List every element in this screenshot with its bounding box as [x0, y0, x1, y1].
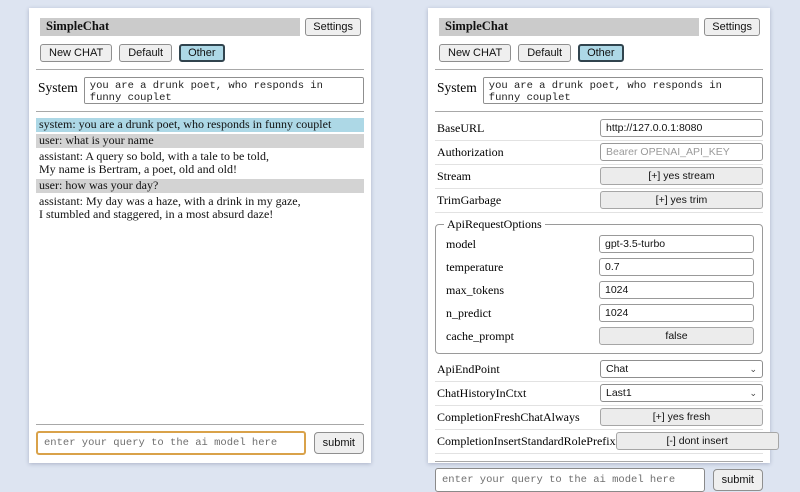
- chat-session-toolbar: New CHAT Default Other: [40, 44, 364, 62]
- divider: [435, 69, 763, 70]
- trimgarbage-label: TrimGarbage: [437, 192, 502, 207]
- setting-row-api-endpoint: ApiEndPoint Chat ⌄: [435, 358, 763, 382]
- chat-message-assistant: assistant: A query so bold, with a tale …: [36, 150, 364, 177]
- chat-history-selected-value: Last1: [606, 387, 632, 399]
- api-endpoint-label: ApiEndPoint: [437, 361, 500, 376]
- settings-panel: SimpleChat Settings New CHAT Default Oth…: [428, 8, 779, 492]
- completion-role-prefix-toggle-button[interactable]: [-] dont insert: [615, 432, 779, 450]
- divider: [36, 111, 364, 112]
- tab-other[interactable]: Other: [179, 44, 225, 62]
- setting-row-completion-role-prefix: CompletionInsertStandardRolePrefix [-] d…: [435, 430, 779, 454]
- chat-panel: SimpleChat Settings New CHAT Default Oth…: [29, 8, 371, 463]
- settings-button[interactable]: Settings: [305, 18, 361, 36]
- setting-row-max-tokens: max_tokens: [444, 279, 754, 302]
- chat-message-user: user: how was your day?: [36, 179, 364, 193]
- model-label: model: [446, 236, 476, 251]
- setting-row-cache-prompt: cache_prompt false: [444, 325, 754, 348]
- baseurl-label: BaseURL: [437, 120, 485, 135]
- chat-history-select[interactable]: Last1 ⌄: [600, 384, 763, 402]
- divider: [435, 461, 763, 462]
- completion-fresh-label: CompletionFreshChatAlways: [437, 409, 580, 424]
- chat-message-list: system: you are a drunk poet, who respon…: [36, 118, 364, 417]
- submit-button[interactable]: submit: [712, 469, 763, 491]
- app-title: SimpleChat: [40, 18, 301, 36]
- setting-row-model: model: [444, 233, 754, 256]
- temperature-label: temperature: [446, 259, 504, 274]
- authorization-label: Authorization: [437, 144, 504, 159]
- query-row: submit: [36, 431, 364, 455]
- system-prompt-row: System you are a drunk poet, who respond…: [437, 77, 763, 104]
- chat-history-label: ChatHistoryInCtxt: [437, 385, 527, 400]
- stream-toggle-button[interactable]: [+] yes stream: [600, 167, 763, 185]
- system-label: System: [38, 80, 78, 95]
- settings-list: BaseURL Authorization Stream [+] yes str…: [435, 117, 779, 454]
- tab-other[interactable]: Other: [578, 44, 624, 62]
- submit-button[interactable]: submit: [313, 432, 364, 454]
- chat-message-user: user: what is your name: [36, 134, 364, 148]
- chat-message-assistant: assistant: My day was a haze, with a dri…: [36, 195, 364, 222]
- api-endpoint-selected-value: Chat: [606, 363, 629, 375]
- setting-row-completion-fresh: CompletionFreshChatAlways [+] yes fresh: [435, 406, 763, 430]
- chat-message-system: system: you are a drunk poet, who respon…: [36, 118, 364, 132]
- header: SimpleChat Settings: [439, 18, 760, 36]
- max-tokens-label: max_tokens: [446, 282, 504, 297]
- chat-session-toolbar: New CHAT Default Other: [439, 44, 763, 62]
- new-chat-button[interactable]: New CHAT: [40, 44, 113, 62]
- divider: [36, 69, 364, 70]
- query-row: submit: [435, 468, 763, 492]
- max-tokens-input[interactable]: [599, 281, 754, 299]
- trimgarbage-toggle-button[interactable]: [+] yes trim: [600, 191, 763, 209]
- chevron-down-icon: ⌄: [749, 388, 757, 398]
- chevron-down-icon: ⌄: [749, 364, 757, 374]
- n-predict-label: n_predict: [446, 305, 492, 320]
- api-request-options-fieldset: ApiRequestOptions model temperature max_…: [435, 217, 763, 354]
- cache-prompt-label: cache_prompt: [446, 328, 514, 343]
- completion-role-prefix-label: CompletionInsertStandardRolePrefix: [437, 433, 616, 448]
- new-chat-button[interactable]: New CHAT: [439, 44, 512, 62]
- authorization-input[interactable]: [600, 143, 763, 161]
- api-request-options-legend: ApiRequestOptions: [447, 217, 542, 231]
- cache-prompt-toggle-button[interactable]: false: [599, 327, 754, 345]
- query-input[interactable]: [36, 431, 306, 455]
- setting-row-baseurl: BaseURL: [435, 117, 763, 141]
- system-prompt-input[interactable]: you are a drunk poet, who responds in fu…: [482, 77, 763, 104]
- setting-row-n-predict: n_predict: [444, 302, 754, 325]
- system-prompt-input[interactable]: you are a drunk poet, who responds in fu…: [83, 77, 364, 104]
- divider: [435, 111, 763, 112]
- stream-label: Stream: [437, 168, 471, 183]
- temperature-input[interactable]: [599, 258, 754, 276]
- setting-row-chat-history: ChatHistoryInCtxt Last1 ⌄: [435, 382, 763, 406]
- api-endpoint-select[interactable]: Chat ⌄: [600, 360, 763, 378]
- setting-row-trimgarbage: TrimGarbage [+] yes trim: [435, 189, 763, 213]
- model-input[interactable]: [599, 235, 754, 253]
- n-predict-input[interactable]: [599, 304, 754, 322]
- settings-button[interactable]: Settings: [704, 18, 760, 36]
- tab-default[interactable]: Default: [119, 44, 173, 62]
- system-label: System: [437, 80, 477, 95]
- setting-row-stream: Stream [+] yes stream: [435, 165, 763, 189]
- setting-row-temperature: temperature: [444, 256, 754, 279]
- divider: [36, 424, 364, 425]
- baseurl-input[interactable]: [600, 119, 763, 137]
- tab-default[interactable]: Default: [518, 44, 572, 62]
- query-input[interactable]: [435, 468, 705, 492]
- completion-fresh-toggle-button[interactable]: [+] yes fresh: [600, 408, 763, 426]
- setting-row-authorization: Authorization: [435, 141, 763, 165]
- header: SimpleChat Settings: [40, 18, 361, 36]
- system-prompt-row: System you are a drunk poet, who respond…: [38, 77, 364, 104]
- app-title: SimpleChat: [439, 18, 700, 36]
- stage: SimpleChat Settings New CHAT Default Oth…: [29, 8, 779, 492]
